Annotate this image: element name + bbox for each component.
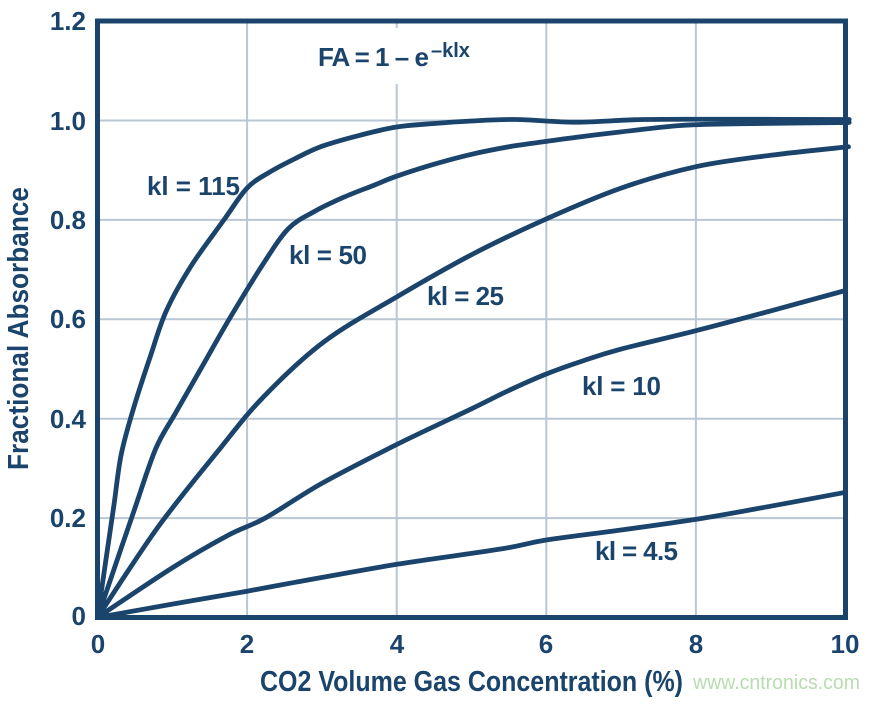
- svg-text:0: 0: [91, 629, 105, 659]
- svg-text:www.cntronics.com: www.cntronics.com: [692, 672, 860, 694]
- svg-text:kl = 10: kl = 10: [582, 371, 661, 401]
- svg-text:kl = 115: kl = 115: [147, 171, 240, 201]
- svg-text:FA = 1 – e: FA = 1 – e: [318, 42, 429, 72]
- svg-text:Fractional Absorbance: Fractional Absorbance: [3, 187, 35, 470]
- svg-text:6: 6: [539, 629, 553, 659]
- svg-text:kl = 50: kl = 50: [289, 240, 367, 270]
- svg-text:0.2: 0.2: [50, 503, 86, 533]
- svg-text:0.6: 0.6: [50, 304, 86, 334]
- svg-text:0.4: 0.4: [50, 404, 87, 434]
- svg-text:8: 8: [689, 629, 703, 659]
- svg-text:2: 2: [240, 629, 254, 659]
- svg-text:kl = 4.5: kl = 4.5: [595, 536, 678, 566]
- svg-text:0: 0: [72, 601, 86, 631]
- svg-text:4: 4: [390, 629, 405, 659]
- svg-text:1.0: 1.0: [50, 106, 86, 136]
- svg-text:0.8: 0.8: [50, 205, 86, 235]
- svg-text:CO2 Volume Gas Concentration (: CO2 Volume Gas Concentration (%): [260, 666, 683, 698]
- svg-text:–klx: –klx: [431, 40, 470, 62]
- svg-text:kl = 25: kl = 25: [427, 281, 504, 311]
- svg-text:10: 10: [831, 629, 860, 659]
- svg-text:1.2: 1.2: [50, 6, 86, 36]
